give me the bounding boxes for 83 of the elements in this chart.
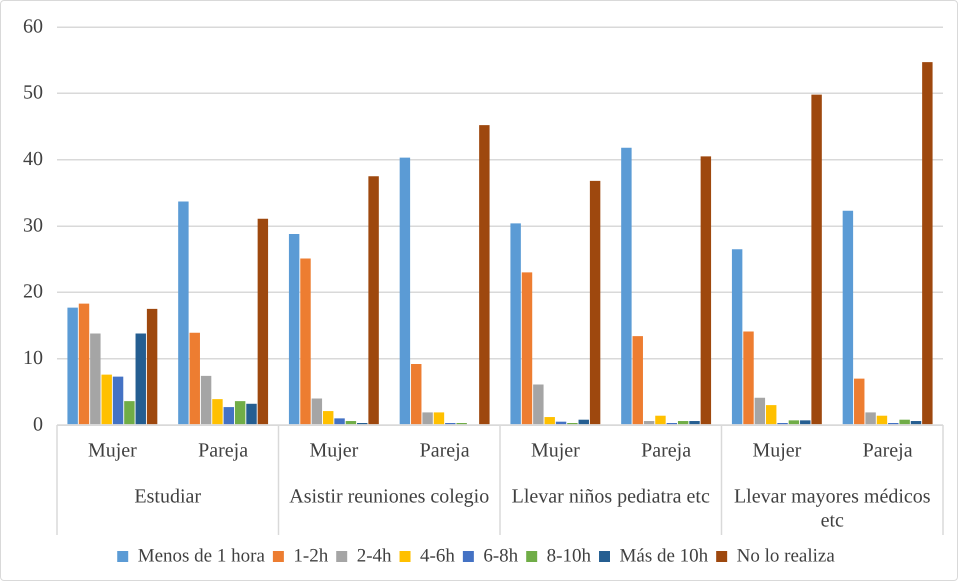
text: Llevar mayores médicos etc [734, 485, 931, 532]
x-tick-label: Mujer [530, 439, 580, 462]
bar [590, 180, 600, 424]
bar [288, 234, 300, 424]
bar [312, 398, 322, 424]
bar [258, 218, 268, 424]
y-tick-label: 30 [23, 214, 43, 236]
bar [124, 401, 135, 424]
bar [556, 422, 566, 424]
bar [146, 308, 158, 424]
bar [788, 420, 800, 424]
y-tick-label: 50 [23, 82, 43, 104]
bar [678, 421, 688, 424]
x-tick-label: Pareja [641, 439, 692, 462]
bar [842, 210, 854, 424]
bar [510, 223, 521, 424]
legend-label: 1-2h [293, 545, 329, 566]
bar [434, 412, 444, 424]
legend-label: 6-8h [483, 545, 519, 566]
bar [400, 158, 410, 424]
bar [544, 417, 555, 424]
bar [644, 421, 654, 424]
legend-label: 4-6h [420, 545, 456, 566]
y-tick-label: 60 [23, 15, 43, 38]
bar [346, 421, 356, 424]
bar [632, 336, 643, 424]
bar [300, 258, 311, 424]
y-tick-label: 20 [23, 280, 43, 303]
bar [766, 405, 776, 424]
legend-label: 8-10h [546, 545, 592, 566]
text: Estudiar [134, 485, 202, 508]
bar [212, 399, 223, 424]
text: Asistir reuniones colegio [289, 485, 490, 508]
bar [112, 376, 124, 424]
x-tick-label: Mujer [309, 439, 359, 462]
legend-label: 2-4h [356, 545, 392, 566]
x-tick-label: Pareja [420, 439, 470, 462]
bar [200, 376, 212, 424]
x-tick-label: Pareja [862, 439, 913, 462]
y-tick-label: 0 [33, 413, 43, 436]
bar [922, 62, 933, 424]
x-tick-label: Mujer [752, 439, 802, 462]
legend-label: No lo realiza [736, 545, 836, 566]
bar [334, 418, 345, 424]
x-tick-label: Pareja [198, 439, 248, 462]
bar [368, 176, 379, 424]
bar [224, 407, 234, 424]
bar [67, 308, 78, 424]
bar [101, 374, 112, 424]
bar [578, 420, 589, 424]
bar [899, 420, 910, 424]
bar [190, 332, 200, 424]
y-tick-label: 10 [23, 346, 43, 369]
bar [322, 411, 334, 424]
bar [136, 333, 146, 424]
bar [479, 125, 490, 424]
bar [854, 378, 864, 424]
bar [522, 272, 532, 424]
bar [865, 412, 876, 424]
bar [732, 249, 742, 424]
bar [811, 94, 822, 424]
bar [78, 304, 90, 424]
bar [246, 404, 257, 424]
bar [178, 201, 189, 424]
legend-label: Más de 10h [620, 545, 709, 566]
bar [621, 148, 632, 424]
text: Llevar niños pediatra etc [512, 485, 710, 508]
bar [411, 364, 422, 424]
bar [754, 398, 766, 424]
bar [700, 156, 712, 424]
x-tick-label: Mujer [88, 439, 138, 462]
bar [655, 416, 666, 424]
bar [533, 384, 544, 424]
bar [800, 420, 810, 424]
bar [689, 421, 700, 424]
bar [90, 333, 101, 424]
bar [876, 416, 888, 424]
bar [422, 412, 433, 424]
bar [910, 421, 922, 424]
bar [743, 331, 754, 424]
bar [234, 401, 246, 424]
legend-label: Menos de 1 hora [138, 545, 266, 566]
y-tick-label: 40 [23, 148, 43, 170]
